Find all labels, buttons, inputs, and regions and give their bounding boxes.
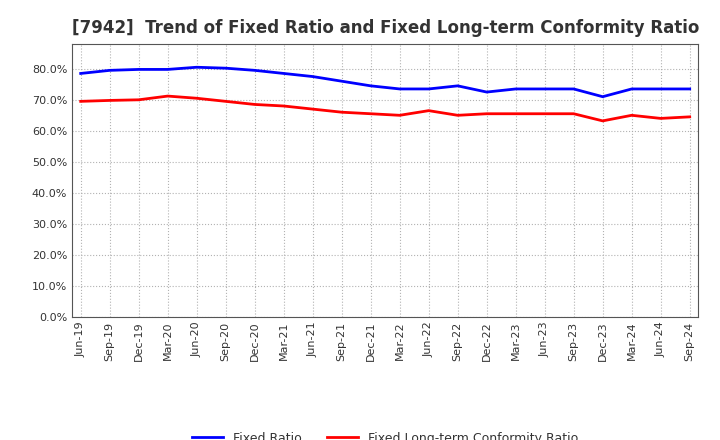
Fixed Long-term Conformity Ratio (308, 106, 317, 112)
Fixed Ratio (279, 71, 288, 76)
Fixed Ratio (511, 86, 520, 92)
Fixed Ratio (627, 86, 636, 92)
Fixed Ratio (685, 86, 694, 92)
Fixed Long-term Conformity Ratio (511, 111, 520, 117)
Fixed Ratio (192, 65, 201, 70)
Title: [7942]  Trend of Fixed Ratio and Fixed Long-term Conformity Ratio: [7942] Trend of Fixed Ratio and Fixed Lo… (71, 19, 699, 37)
Fixed Ratio (541, 86, 549, 92)
Fixed Ratio (76, 71, 85, 76)
Fixed Ratio (454, 83, 462, 88)
Line: Fixed Ratio: Fixed Ratio (81, 67, 690, 97)
Fixed Ratio (598, 94, 607, 99)
Fixed Ratio (570, 86, 578, 92)
Fixed Ratio (221, 66, 230, 71)
Fixed Long-term Conformity Ratio (221, 99, 230, 104)
Fixed Long-term Conformity Ratio (76, 99, 85, 104)
Fixed Long-term Conformity Ratio (657, 116, 665, 121)
Fixed Ratio (338, 79, 346, 84)
Fixed Long-term Conformity Ratio (454, 113, 462, 118)
Fixed Long-term Conformity Ratio (570, 111, 578, 117)
Fixed Long-term Conformity Ratio (482, 111, 491, 117)
Fixed Long-term Conformity Ratio (685, 114, 694, 120)
Fixed Ratio (657, 86, 665, 92)
Fixed Long-term Conformity Ratio (251, 102, 259, 107)
Fixed Ratio (308, 74, 317, 79)
Fixed Ratio (135, 67, 143, 72)
Fixed Long-term Conformity Ratio (627, 113, 636, 118)
Fixed Long-term Conformity Ratio (163, 93, 172, 99)
Legend: Fixed Ratio, Fixed Long-term Conformity Ratio: Fixed Ratio, Fixed Long-term Conformity … (187, 427, 583, 440)
Fixed Long-term Conformity Ratio (338, 110, 346, 115)
Fixed Ratio (366, 83, 375, 88)
Fixed Ratio (482, 89, 491, 95)
Fixed Ratio (395, 86, 404, 92)
Fixed Ratio (251, 68, 259, 73)
Fixed Long-term Conformity Ratio (598, 118, 607, 124)
Fixed Long-term Conformity Ratio (192, 95, 201, 101)
Fixed Long-term Conformity Ratio (424, 108, 433, 113)
Line: Fixed Long-term Conformity Ratio: Fixed Long-term Conformity Ratio (81, 96, 690, 121)
Fixed Long-term Conformity Ratio (105, 98, 114, 103)
Fixed Ratio (105, 68, 114, 73)
Fixed Ratio (163, 67, 172, 72)
Fixed Long-term Conformity Ratio (135, 97, 143, 103)
Fixed Long-term Conformity Ratio (366, 111, 375, 117)
Fixed Long-term Conformity Ratio (279, 103, 288, 109)
Fixed Ratio (424, 86, 433, 92)
Fixed Long-term Conformity Ratio (395, 113, 404, 118)
Fixed Long-term Conformity Ratio (541, 111, 549, 117)
